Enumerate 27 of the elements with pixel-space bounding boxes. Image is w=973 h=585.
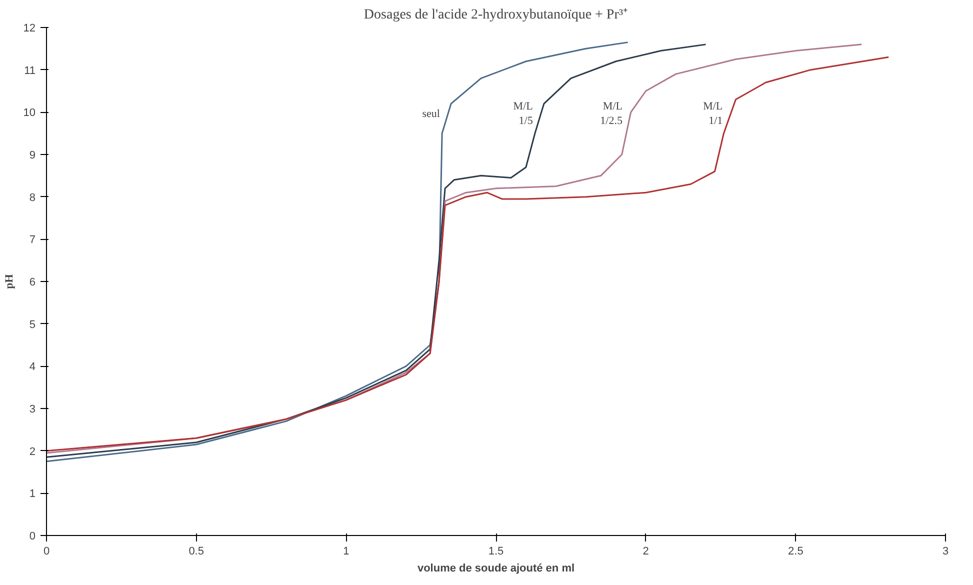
x-tick-label: 1.5 (488, 546, 504, 558)
y-tick-label: 10 (23, 107, 36, 120)
y-tick-label: 6 (29, 276, 36, 288)
series-label: M/L 1/5 (513, 100, 534, 128)
y-tick-label: 8 (29, 192, 36, 204)
x-tick-label: 0.5 (188, 546, 204, 558)
y-tick-label: 5 (29, 318, 36, 331)
y-tick-label: 3 (29, 404, 36, 416)
y-tick-label: 0 (29, 530, 36, 542)
series-label: M/L 1/2.5 (600, 100, 623, 128)
y-axis-title: pH (3, 274, 16, 289)
x-axis-title: volume de soude ajouté en ml (417, 562, 575, 574)
y-tick-label: 2 (29, 446, 36, 458)
x-tick-label: 3 (942, 546, 949, 558)
series-label: M/L 1/1 (703, 100, 723, 128)
y-tick-label: 9 (29, 150, 36, 162)
chart-title: Dosages de l'acide 2-hydroxybutanoïque + Pr³⁺ (364, 8, 628, 22)
x-tick-label: 1 (343, 546, 350, 558)
y-tick-label: 4 (29, 361, 36, 374)
y-tick-label: 12 (23, 22, 36, 34)
x-tick-label: 0 (43, 546, 50, 558)
y-tick-label: 1 (29, 488, 36, 500)
x-tick-label: 2 (642, 546, 649, 558)
x-tick-label: 2.5 (788, 546, 804, 558)
y-tick-label: 7 (29, 234, 36, 246)
y-tick-label: 11 (24, 64, 36, 77)
series-label: seul (422, 108, 440, 120)
